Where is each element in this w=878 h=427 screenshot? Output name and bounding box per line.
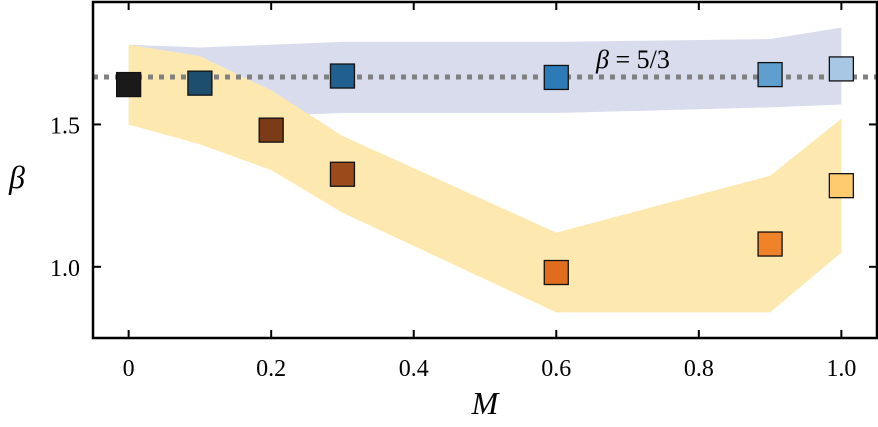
x-tick-label-2: 0.2 bbox=[256, 356, 286, 382]
point-series-1-2 bbox=[187, 70, 213, 96]
x-tick-label-1: 0 bbox=[123, 356, 135, 382]
point-series-2-4 bbox=[757, 231, 783, 257]
confidence-bands bbox=[128, 27, 842, 313]
reference-line-symbol: β bbox=[595, 45, 609, 74]
point-series-1-5 bbox=[757, 61, 783, 88]
band-series-1 bbox=[128, 27, 842, 125]
reference-line-label: β = 5/3 bbox=[595, 45, 670, 74]
x-tick-label-5: 0.8 bbox=[684, 356, 714, 382]
reference-line-value: = 5/3 bbox=[609, 45, 670, 74]
point-series-1-6 bbox=[828, 56, 855, 82]
x-tick-label-3: 0.4 bbox=[399, 356, 429, 382]
x-tick-label-6: 1.0 bbox=[826, 356, 856, 382]
x-axis-label: M bbox=[471, 385, 501, 421]
y-tick-label-2: 1.5 bbox=[50, 113, 80, 139]
point-series-1-1 bbox=[115, 71, 142, 98]
band-series-2 bbox=[128, 44, 842, 313]
point-series-1-3 bbox=[329, 63, 356, 89]
plot-frame bbox=[91, 0, 878, 340]
x-tick-label-4: 0.6 bbox=[541, 356, 571, 382]
point-series-2-2 bbox=[329, 161, 356, 187]
point-series-1-4 bbox=[543, 64, 569, 91]
axis-ticks: 0 0.2 0.4 0.6 0.8 1.0 1.0 1.5 bbox=[50, 2, 877, 382]
point-series-2-3 bbox=[543, 259, 569, 286]
point-series-2-5 bbox=[828, 173, 855, 199]
y-tick-label-1: 1.0 bbox=[50, 256, 80, 282]
point-series-2-1 bbox=[258, 117, 284, 143]
y-axis-label: β bbox=[8, 159, 25, 195]
data-points bbox=[115, 56, 855, 286]
